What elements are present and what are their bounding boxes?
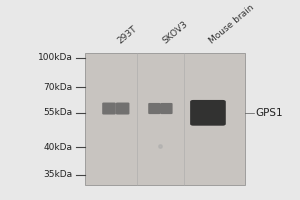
Text: 40kDa: 40kDa: [44, 143, 73, 152]
FancyBboxPatch shape: [102, 103, 116, 115]
FancyBboxPatch shape: [148, 103, 160, 114]
FancyBboxPatch shape: [190, 100, 226, 126]
Text: Mouse brain: Mouse brain: [208, 3, 256, 46]
Text: 70kDa: 70kDa: [44, 83, 73, 92]
FancyBboxPatch shape: [160, 103, 172, 114]
Bar: [85, 53, 245, 185]
Text: 100kDa: 100kDa: [38, 53, 73, 62]
Text: 293T: 293T: [116, 25, 139, 46]
Text: 55kDa: 55kDa: [44, 108, 73, 117]
Text: GPS1: GPS1: [256, 108, 283, 118]
Text: 35kDa: 35kDa: [44, 170, 73, 179]
FancyBboxPatch shape: [116, 103, 129, 115]
Text: SKOV3: SKOV3: [160, 20, 189, 46]
